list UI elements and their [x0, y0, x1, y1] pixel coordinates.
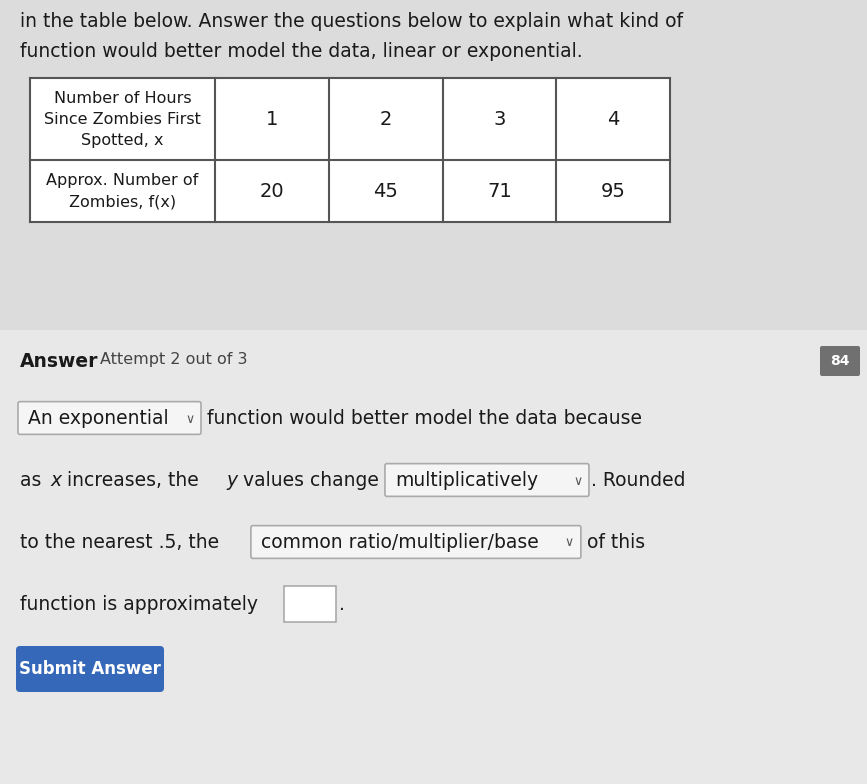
Text: y: y: [226, 470, 238, 489]
Text: An exponential: An exponential: [28, 408, 168, 427]
Text: .: .: [339, 594, 345, 614]
Text: 20: 20: [259, 182, 284, 201]
FancyBboxPatch shape: [385, 463, 589, 496]
Bar: [0, 330, 867, 784]
Text: 45: 45: [373, 182, 398, 201]
FancyBboxPatch shape: [18, 401, 201, 434]
Text: function would better model the data, linear or exponential.: function would better model the data, li…: [20, 42, 583, 61]
Text: multiplicatively: multiplicatively: [395, 470, 538, 489]
Text: values change: values change: [237, 470, 378, 489]
Text: Attempt 2 out of 3: Attempt 2 out of 3: [100, 352, 247, 367]
FancyBboxPatch shape: [251, 525, 581, 558]
Text: common ratio/multiplier/base: common ratio/multiplier/base: [261, 532, 538, 551]
Text: 71: 71: [487, 182, 512, 201]
Text: 2: 2: [380, 110, 392, 129]
Text: Submit Answer: Submit Answer: [19, 660, 161, 678]
Text: Answer: Answer: [20, 352, 99, 371]
Text: in the table below. Answer the questions below to explain what kind of: in the table below. Answer the questions…: [20, 12, 683, 31]
FancyBboxPatch shape: [820, 346, 860, 376]
FancyBboxPatch shape: [16, 646, 164, 692]
Bar: [30, 78, 670, 222]
Text: 3: 3: [493, 110, 505, 129]
Text: Number of Hours
Since Zombies First
Spotted, x: Number of Hours Since Zombies First Spot…: [44, 90, 201, 147]
Text: Approx. Number of
Zombies, f(x): Approx. Number of Zombies, f(x): [46, 173, 199, 209]
Text: as: as: [20, 470, 48, 489]
Text: ∨: ∨: [565, 536, 574, 550]
Text: increases, the: increases, the: [62, 470, 205, 489]
Text: 4: 4: [607, 110, 619, 129]
Text: ∨: ∨: [573, 474, 582, 488]
Text: 95: 95: [601, 182, 626, 201]
Text: of this: of this: [587, 532, 645, 551]
Bar: [0, 0, 867, 330]
Text: 84: 84: [831, 354, 850, 368]
Text: ∨: ∨: [185, 412, 194, 426]
Text: function is approximately: function is approximately: [20, 594, 258, 614]
Text: . Rounded: . Rounded: [591, 470, 686, 489]
Text: function would better model the data because: function would better model the data bec…: [207, 408, 642, 427]
Text: 1: 1: [265, 110, 278, 129]
Text: x: x: [51, 470, 62, 489]
Text: to the nearest .5, the: to the nearest .5, the: [20, 532, 219, 551]
FancyBboxPatch shape: [284, 586, 336, 622]
